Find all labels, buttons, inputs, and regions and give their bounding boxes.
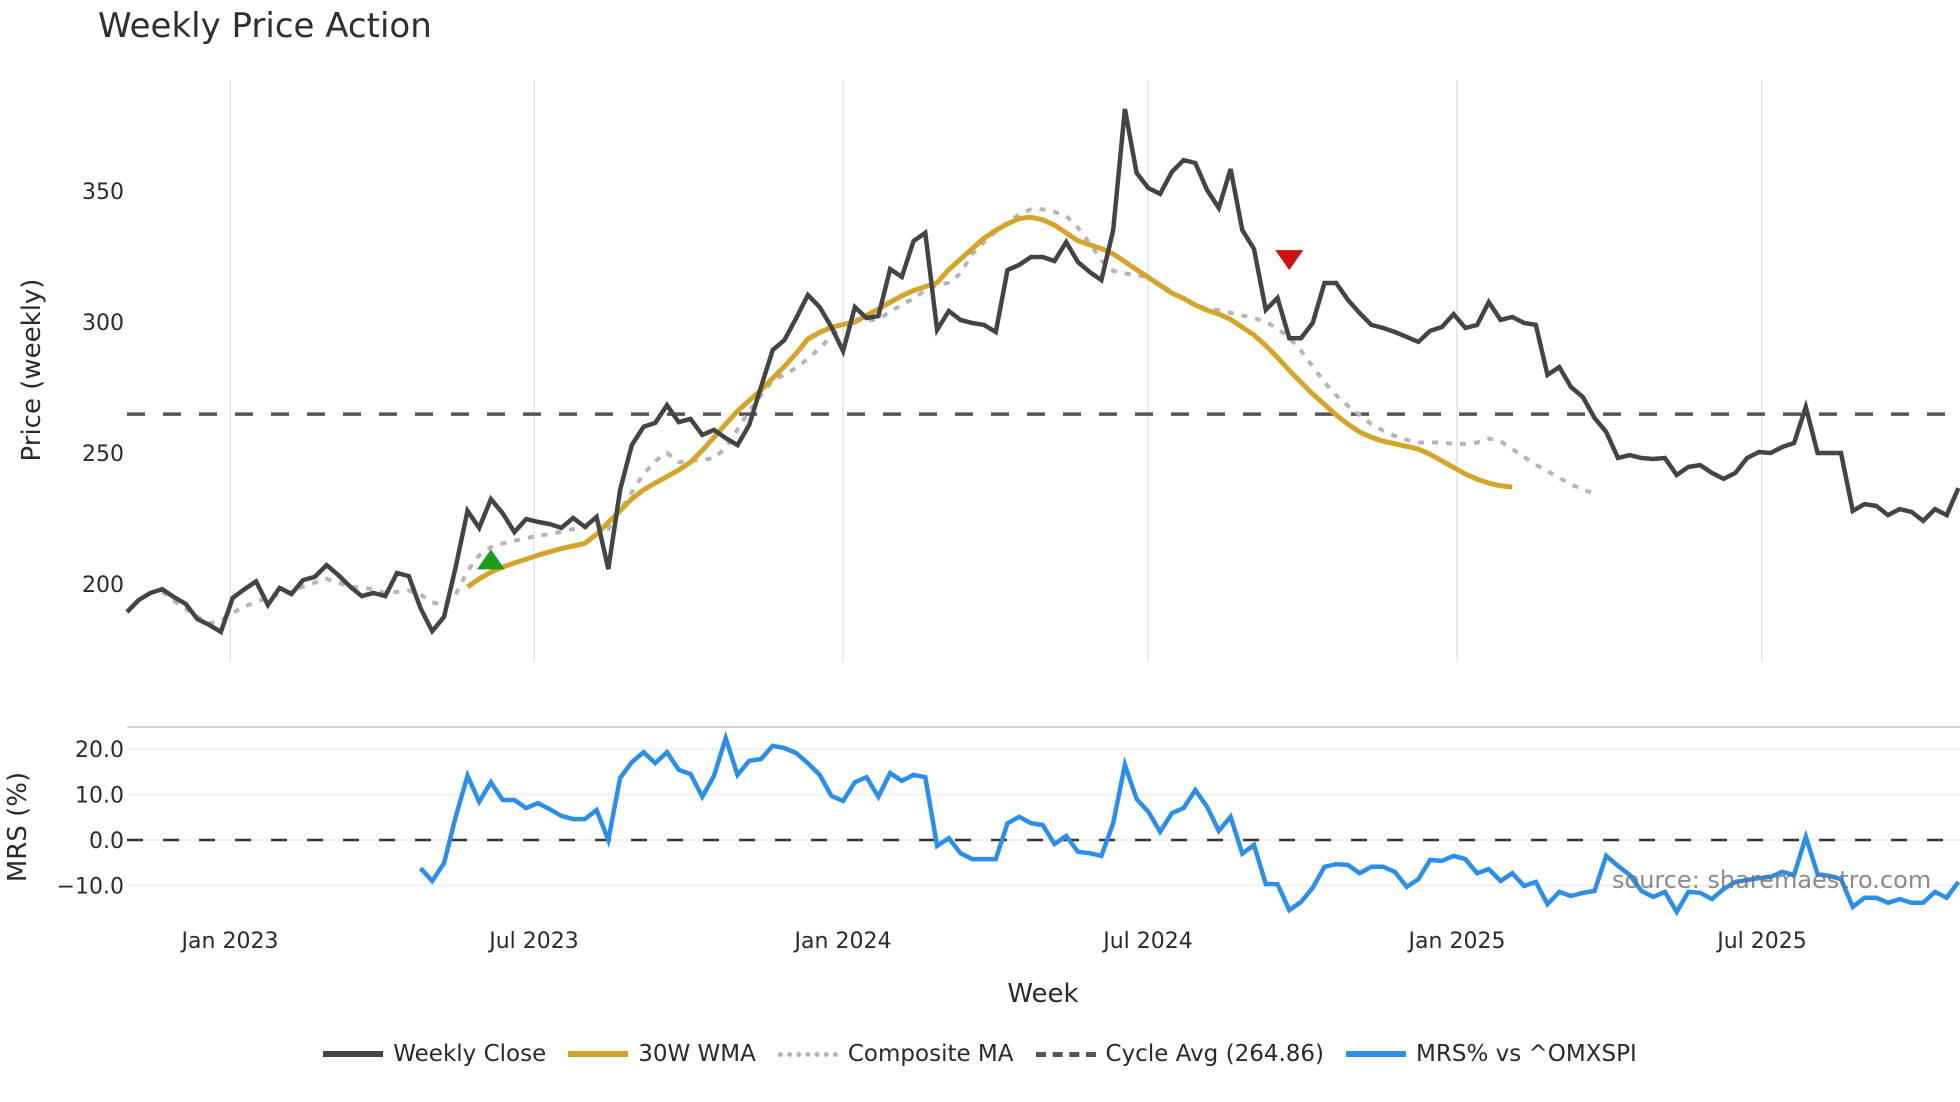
composite-ma-line xyxy=(160,207,1596,626)
line-swatch-icon xyxy=(1346,1051,1407,1057)
mrs-line xyxy=(418,730,1960,917)
wma-30w-line xyxy=(466,214,1513,589)
y-tick-label-price: 350 xyxy=(82,180,124,205)
legend-item-mrs[interactable]: MRS% vs ^OMXSPI xyxy=(1346,1041,1637,1067)
x-tick-label: Jan 2024 xyxy=(793,929,892,954)
source-watermark: source: sharemaestro.com xyxy=(1612,866,1932,894)
y-tick-label-mrs: 10.0 xyxy=(75,784,124,809)
line-swatch-icon xyxy=(323,1051,384,1057)
x-tick-label: Jul 2025 xyxy=(1715,929,1807,954)
weekly-close-line xyxy=(125,108,1960,636)
legend-label: Cycle Avg (264.86) xyxy=(1105,1041,1325,1067)
x-tick-label: Jan 2023 xyxy=(180,929,279,954)
legend-item-composite-ma[interactable]: Composite MA xyxy=(777,1041,1014,1067)
dotted-line-swatch-icon xyxy=(777,1051,838,1057)
y-tick-label-price: 200 xyxy=(82,573,124,598)
y-tick-label-mrs: 20.0 xyxy=(75,738,124,763)
legend-label: Weekly Close xyxy=(393,1041,547,1067)
x-tick-label: Jan 2025 xyxy=(1407,929,1506,954)
legend-label: Composite MA xyxy=(847,1041,1014,1067)
y-axis-title-mrs: MRS (%) xyxy=(3,772,33,882)
y-tick-label-price: 250 xyxy=(82,442,124,467)
dashed-line-swatch-icon xyxy=(1035,1051,1096,1057)
legend: Weekly Close 30W WMA Composite MA Cycle … xyxy=(0,1036,1960,1072)
x-tick-label: Jul 2023 xyxy=(487,929,579,954)
legend-item-cycle-avg[interactable]: Cycle Avg (264.86) xyxy=(1035,1041,1325,1067)
y-tick-label-mrs: −10.0 xyxy=(57,875,124,900)
sell-signal-triangle-down-icon xyxy=(1275,250,1304,271)
legend-item-30w-wma[interactable]: 30W WMA xyxy=(568,1041,756,1067)
x-axis-title: Week xyxy=(1007,979,1078,1009)
y-axis-title-price: Price (weekly) xyxy=(17,279,47,462)
chart-title: Weekly Price Action xyxy=(98,6,432,46)
legend-label: 30W WMA xyxy=(638,1041,756,1067)
y-tick-label-mrs: 0.0 xyxy=(89,829,124,854)
x-tick-label: Jul 2024 xyxy=(1101,929,1193,954)
legend-item-weekly-close[interactable]: Weekly Close xyxy=(323,1041,546,1067)
x-axis-ticks: Jan 2023 Jul 2023 Jan 2024 Jul 2024 Jan 2025… xyxy=(180,929,1807,954)
gridlines xyxy=(127,80,1960,887)
legend-label: MRS% vs ^OMXSPI xyxy=(1416,1041,1637,1067)
line-swatch-icon xyxy=(568,1051,629,1057)
buy-signal-triangle-up-icon xyxy=(476,549,505,570)
series-layer xyxy=(125,108,1960,917)
y-tick-label-price: 300 xyxy=(82,311,124,336)
y-axis-ticks: 200 250 300 350 −10.0 0.0 10.0 20.0 xyxy=(57,180,124,900)
